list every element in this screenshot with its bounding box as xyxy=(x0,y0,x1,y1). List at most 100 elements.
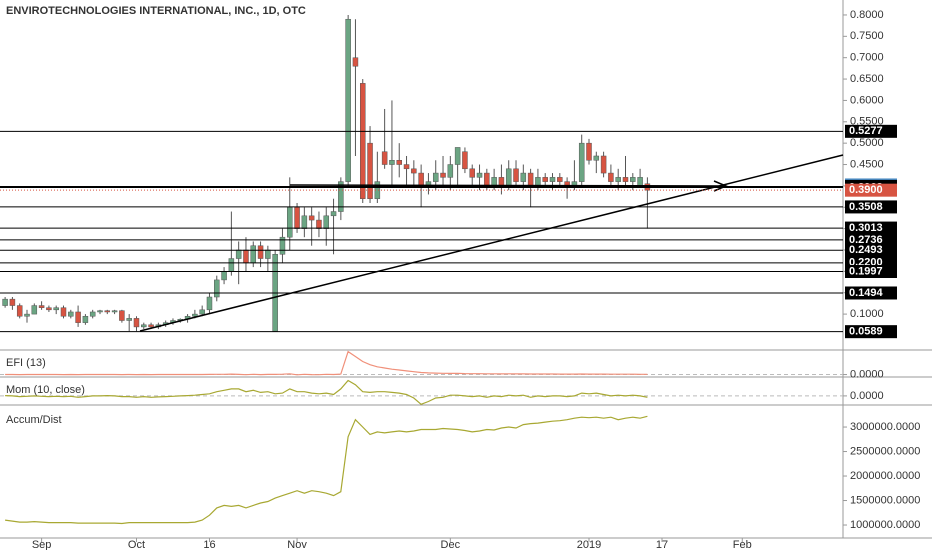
level-label-box xyxy=(845,325,897,339)
trend-line xyxy=(139,154,844,332)
candle-body xyxy=(622,177,629,182)
y-tick-label: 0.4500 xyxy=(850,158,884,170)
candle-body xyxy=(38,305,45,308)
y-tick-label: 0.7000 xyxy=(850,52,884,64)
candle-body xyxy=(359,83,366,199)
level-label-box xyxy=(845,286,897,300)
candle-body xyxy=(403,164,410,170)
candle-body xyxy=(31,305,38,315)
y-tick-label: 0.5500 xyxy=(850,116,884,128)
candle-body xyxy=(374,181,381,199)
level-label: 0.0589 xyxy=(849,326,883,338)
x-tick-label: 16 xyxy=(203,539,215,550)
candle-body xyxy=(542,177,548,182)
candle-body xyxy=(257,245,264,259)
candle-body xyxy=(615,177,621,182)
candle-body xyxy=(630,177,636,182)
arrow-line xyxy=(289,184,725,187)
candle-body xyxy=(53,307,59,311)
candle-body xyxy=(119,310,125,321)
candle-body xyxy=(527,172,534,187)
level-label-box xyxy=(845,264,897,278)
y-tick-label: 0.8000 xyxy=(850,9,884,21)
candle-body xyxy=(60,307,67,317)
candle-body xyxy=(82,315,89,323)
candle-body xyxy=(235,249,242,259)
candle-body xyxy=(228,258,235,272)
x-tick-label: 17 xyxy=(656,539,668,550)
candle-body xyxy=(535,177,541,187)
x-tick-label: Dec xyxy=(441,539,461,550)
indicator-line xyxy=(5,415,648,525)
y-tick-label: 0.0000 xyxy=(850,390,884,402)
candle-body xyxy=(104,310,111,313)
candle-body xyxy=(199,309,205,315)
candle-body xyxy=(308,215,315,221)
y-tick-label: 0.6500 xyxy=(850,73,884,85)
candle-body xyxy=(24,313,30,317)
candle-body xyxy=(578,142,585,182)
candle-body xyxy=(89,311,96,317)
candle-body xyxy=(330,211,337,217)
marks xyxy=(0,14,843,525)
candle-body xyxy=(97,310,103,313)
candle-body xyxy=(476,172,483,178)
candle-body xyxy=(557,177,563,182)
candle-body xyxy=(389,160,395,165)
candle-body xyxy=(644,183,651,191)
candle-body xyxy=(301,215,308,229)
candle-body xyxy=(440,172,446,178)
candle-body xyxy=(637,177,643,187)
candle-body xyxy=(549,177,556,182)
candle-body xyxy=(505,168,512,187)
candle-body xyxy=(265,249,271,259)
candle-body xyxy=(2,298,8,306)
candle-body xyxy=(243,249,249,264)
y-tick-label: 0.0000 xyxy=(850,368,884,380)
candle-body xyxy=(192,313,198,317)
candle-body xyxy=(462,151,468,170)
candle-body xyxy=(491,177,497,187)
candle-body xyxy=(148,324,154,328)
candle-body xyxy=(345,18,351,182)
candle-body xyxy=(454,147,461,165)
level-label-box xyxy=(845,221,897,235)
level-label: 0.5277 xyxy=(849,125,883,137)
y-tick-label: 1000000.0000 xyxy=(850,519,920,531)
y-tick-label: 1500000.0000 xyxy=(850,494,920,506)
candle-body xyxy=(111,310,118,313)
candle-body xyxy=(206,296,213,311)
candle-body xyxy=(46,307,52,311)
level-label: 0.3013 xyxy=(849,222,883,234)
level-label: 0.1494 xyxy=(849,287,884,299)
candle-body xyxy=(600,155,607,174)
candle-body xyxy=(447,164,454,178)
pane-title: Accum/Dist xyxy=(6,414,62,426)
candle-body xyxy=(141,324,147,328)
chart-title: ENVIROTECHNOLOGIES INTERNATIONAL, INC., … xyxy=(6,5,306,17)
x-tick-label: Oct xyxy=(128,539,145,550)
candle-body xyxy=(323,215,330,229)
y-tick-label: 0.7500 xyxy=(850,30,884,42)
level-label: 0.3900 xyxy=(849,184,883,196)
level-label: 0.2493 xyxy=(849,244,883,256)
candle-body xyxy=(279,236,286,255)
candle-body xyxy=(586,142,592,161)
x-tick-label: Sep xyxy=(32,539,52,550)
candle-body xyxy=(133,318,140,328)
indicator-line xyxy=(5,350,648,376)
candle-body xyxy=(593,155,600,161)
candle-body xyxy=(287,207,293,238)
candle-body xyxy=(316,219,322,229)
candle-body xyxy=(68,311,74,317)
y-tick-label: 3000000.0000 xyxy=(850,421,920,433)
candle-body xyxy=(381,151,388,165)
level-label: 0.3508 xyxy=(849,201,883,213)
candle-body xyxy=(126,318,132,321)
x-tick-label: Nov xyxy=(287,539,307,550)
candle-body xyxy=(432,172,439,182)
x-tick-label: 2019 xyxy=(577,539,601,550)
candle-body xyxy=(469,168,475,178)
y-tick-label: 0.1000 xyxy=(850,308,884,320)
